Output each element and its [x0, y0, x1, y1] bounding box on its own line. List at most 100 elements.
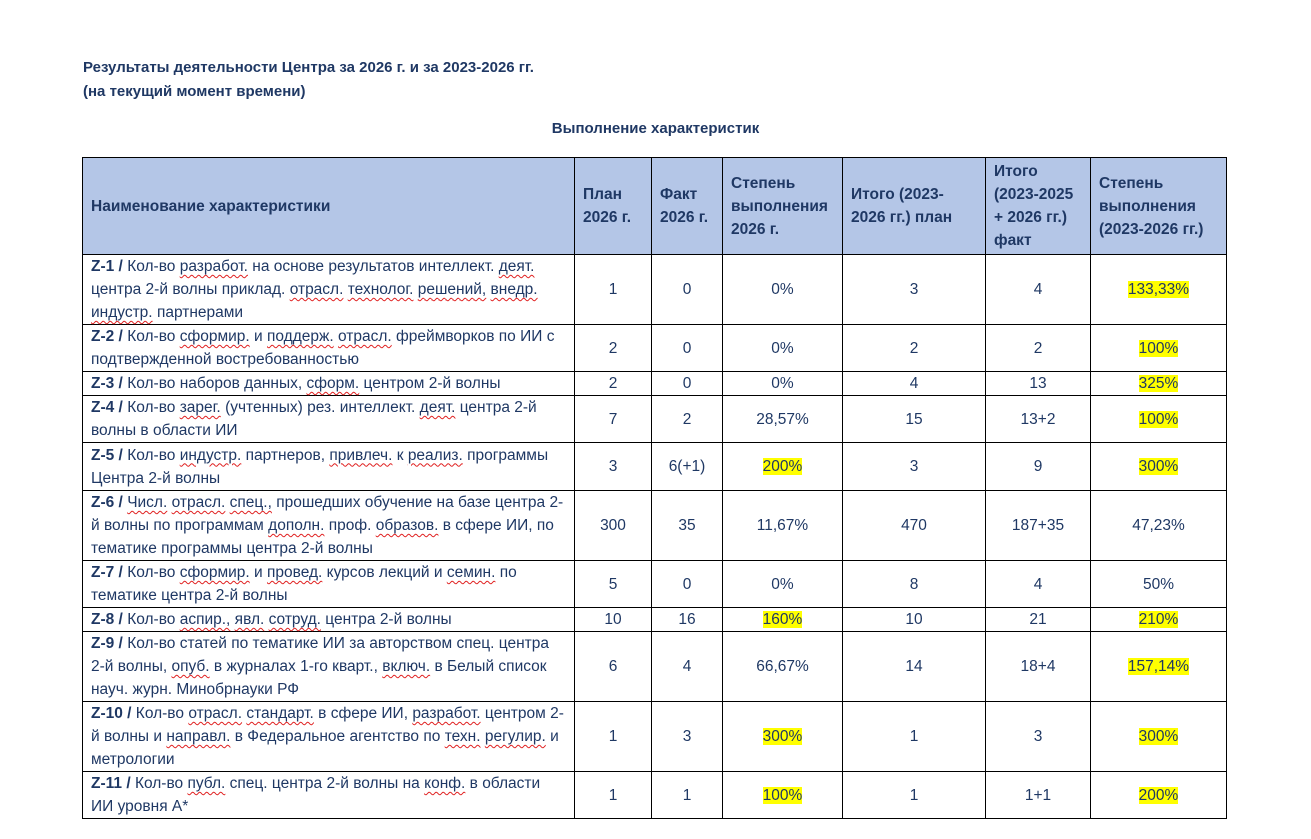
cell-value: 100%	[1138, 410, 1179, 428]
cell-value: 0%	[771, 375, 794, 392]
cell-value: 157,14%	[1127, 658, 1190, 675]
characteristic-text: Кол-во индустр. партнеров, привлеч. к ре…	[91, 446, 549, 487]
cell-value: 1	[608, 281, 618, 298]
cell-value: 0	[682, 281, 692, 298]
cell-value: 325%	[1138, 375, 1179, 392]
total-fact-cell: 18+4	[985, 631, 1091, 702]
plan-2026-cell: 10	[574, 607, 652, 632]
completion-2026-cell: 200%	[722, 442, 843, 491]
total-completion-cell: 300%	[1090, 701, 1227, 772]
characteristic-name-cell: Z-4 / Кол-во зарег. (учтенных) рез. инте…	[82, 395, 575, 443]
cell-value: 2	[608, 375, 618, 392]
cell-value: 160%	[762, 611, 803, 628]
cell-value: 5	[608, 575, 618, 593]
cell-value: 4	[682, 658, 692, 675]
cell-value: 100%	[1138, 339, 1179, 357]
table-header-row: Наименование характеристики План 2026 г.…	[82, 157, 1227, 255]
plan-2026-cell: 2	[574, 371, 652, 396]
table-body: Z-1 / Кол-во разработ. на основе результ…	[82, 254, 1227, 819]
cell-value: 13+2	[1020, 410, 1056, 428]
total-plan-cell: 3	[842, 254, 986, 325]
total-plan-cell: 470	[842, 490, 986, 561]
total-completion-cell: 133,33%	[1090, 254, 1227, 325]
cell-value: 11,67%	[756, 517, 809, 534]
characteristic-text: Кол-во сформир. и провед. курсов лекций …	[91, 564, 517, 604]
cell-value: 10	[905, 611, 923, 628]
table-row: Z-6 / Числ. отрасл. спец., прошедших обу…	[82, 490, 1227, 561]
plan-2026-cell: 3	[574, 442, 652, 491]
cell-value: 16	[678, 611, 696, 628]
characteristic-name-cell: Z-8 / Кол-во аспир., явл. сотруд. центра…	[82, 607, 575, 632]
characteristic-code: Z-1 /	[91, 258, 123, 275]
table-subtitle: Выполнение характеристик	[551, 120, 760, 137]
table-row: Z-5 / Кол-во индустр. партнеров, привлеч…	[82, 442, 1227, 491]
completion-2026-cell: 0%	[722, 324, 843, 372]
table-row: Z-10 / Кол-во отрасл. стандарт. в сфере …	[82, 701, 1227, 772]
cell-value: 2	[608, 339, 618, 357]
characteristic-name-cell: Z-11 / Кол-во публ. спец. центра 2-й вол…	[82, 771, 575, 819]
table-row: Z-1 / Кол-во разработ. на основе результ…	[82, 254, 1227, 325]
fact-2026-cell: 6(+1)	[651, 442, 723, 491]
cell-value: 100%	[762, 786, 803, 804]
cell-value: 3	[909, 458, 919, 475]
table-row: Z-8 / Кол-во аспир., явл. сотруд. центра…	[82, 607, 1227, 632]
cell-value: 47,23%	[1132, 517, 1185, 534]
column-header: Факт 2026 г.	[651, 157, 723, 255]
completion-2026-cell: 0%	[722, 254, 843, 325]
completion-2026-cell: 0%	[722, 371, 843, 396]
fact-2026-cell: 2	[651, 395, 723, 443]
plan-2026-cell: 1	[574, 254, 652, 325]
characteristic-code: Z-4 /	[91, 399, 123, 416]
total-fact-cell: 1+1	[985, 771, 1091, 819]
table-row: Z-2 / Кол-во сформир. и поддерж. отрасл.…	[82, 324, 1227, 372]
fact-2026-cell: 1	[651, 771, 723, 819]
column-header: План 2026 г.	[574, 157, 652, 255]
total-completion-cell: 157,14%	[1090, 631, 1227, 702]
total-plan-cell: 3	[842, 442, 986, 491]
cell-value: 1	[909, 786, 919, 804]
table-row: Z-3 / Кол-во наборов данных, сформ. цент…	[82, 371, 1227, 396]
column-header: Наименование характеристики	[82, 157, 575, 255]
total-completion-cell: 300%	[1090, 442, 1227, 491]
total-fact-cell: 4	[985, 560, 1091, 608]
plan-2026-cell: 2	[574, 324, 652, 372]
characteristic-name-cell: Z-2 / Кол-во сформир. и поддерж. отрасл.…	[82, 324, 575, 372]
cell-value: 10	[604, 611, 622, 628]
plan-2026-cell: 300	[574, 490, 652, 561]
characteristic-code: Z-5 /	[91, 446, 123, 464]
completion-2026-cell: 160%	[722, 607, 843, 632]
completion-2026-cell: 28,57%	[722, 395, 843, 443]
total-plan-cell: 10	[842, 607, 986, 632]
cell-value: 2	[1033, 339, 1043, 357]
total-completion-cell: 47,23%	[1090, 490, 1227, 561]
title-line-2: (на текущий момент времени)	[83, 83, 306, 100]
cell-value: 18+4	[1020, 658, 1056, 675]
column-header: Итого (2023-2025 + 2026 гг.) факт	[985, 157, 1091, 255]
characteristic-code: Z-6 /	[91, 494, 123, 511]
cell-value: 1+1	[1024, 786, 1052, 804]
total-completion-cell: 200%	[1090, 771, 1227, 819]
total-plan-cell: 14	[842, 631, 986, 702]
cell-value: 300%	[1138, 458, 1179, 475]
total-fact-cell: 2	[985, 324, 1091, 372]
fact-2026-cell: 16	[651, 607, 723, 632]
cell-value: 66,67%	[756, 658, 809, 675]
characteristic-text: Кол-во разработ. на основе результатов и…	[91, 258, 538, 321]
characteristic-text: Кол-во статей по тематике ИИ за авторств…	[91, 635, 549, 698]
cell-value: 3	[682, 728, 692, 745]
characteristic-code: Z-3 /	[91, 375, 123, 392]
characteristic-name-cell: Z-10 / Кол-во отрасл. стандарт. в сфере …	[82, 701, 575, 772]
characteristics-table: Наименование характеристики План 2026 г.…	[82, 157, 1227, 819]
cell-value: 0%	[771, 281, 794, 298]
total-plan-cell: 4	[842, 371, 986, 396]
fact-2026-cell: 3	[651, 701, 723, 772]
total-completion-cell: 325%	[1090, 371, 1227, 396]
column-header: Степень выполнения 2026 г.	[722, 157, 843, 255]
plan-2026-cell: 6	[574, 631, 652, 702]
characteristic-code: Z-9 /	[91, 635, 123, 652]
cell-value: 1	[682, 786, 692, 804]
table-row: Z-9 / Кол-во статей по тематике ИИ за ав…	[82, 631, 1227, 702]
cell-value: 1	[608, 786, 618, 804]
characteristic-code: Z-8 /	[91, 611, 123, 628]
total-fact-cell: 13+2	[985, 395, 1091, 443]
